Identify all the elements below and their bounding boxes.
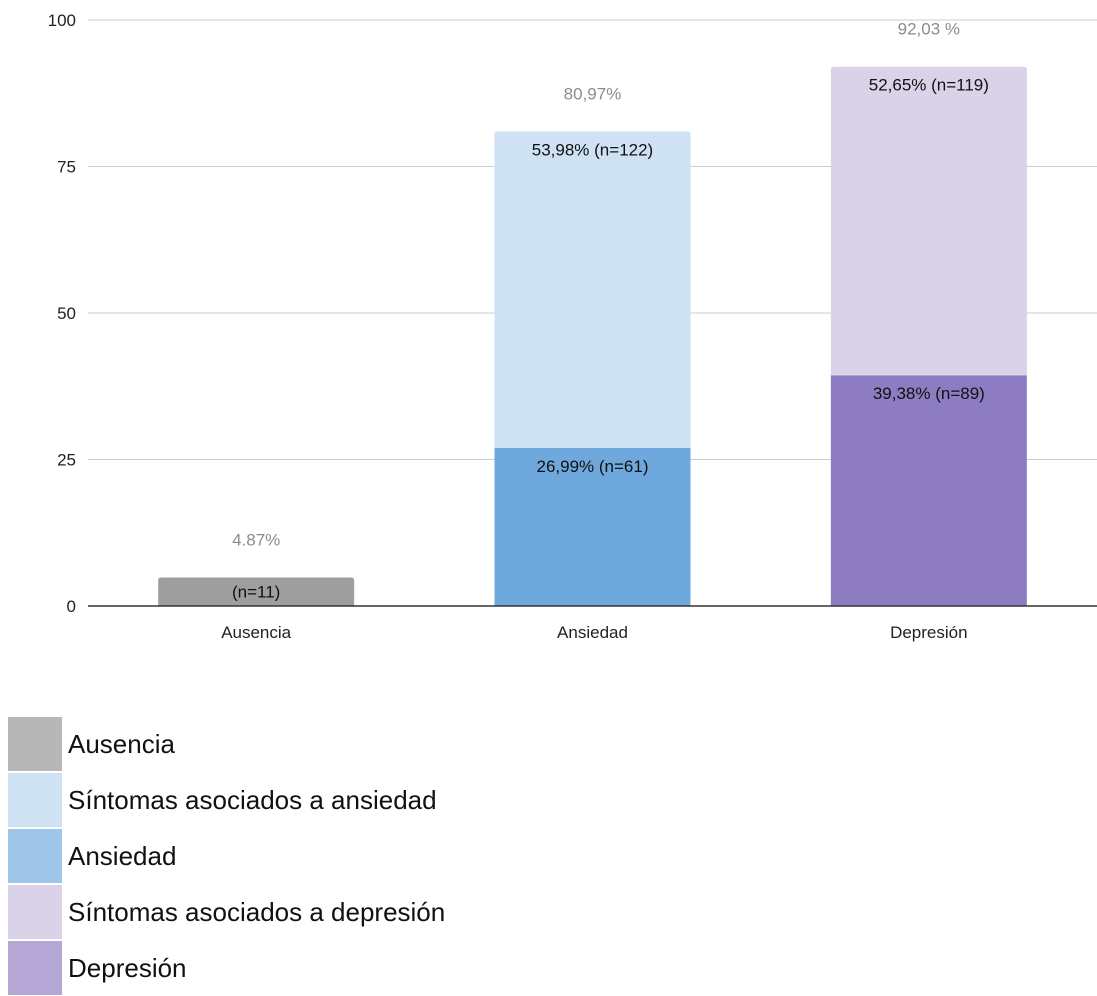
legend-swatch [8, 829, 62, 883]
bar-segment [158, 577, 355, 606]
legend-label: Ausencia [68, 728, 175, 759]
x-category-label: Ansiedad [557, 623, 628, 642]
legend-swatch [8, 941, 62, 995]
bar-segment [830, 375, 1027, 606]
bar-segment [830, 66, 1027, 376]
legend-label: Síntomas asociados a depresión [68, 896, 446, 927]
legend-item: Ausencia [8, 716, 445, 772]
stacked-bar-chart: 0 25 50 75 100 (n=11) 4.87% Ausencia 26,99% (n=6… [48, 11, 1097, 642]
y-tick-label: 100 [48, 11, 76, 30]
legend-swatch [8, 885, 62, 939]
legend-item: Síntomas asociados a ansiedad [8, 772, 445, 828]
legend-item: Depresión [8, 940, 445, 996]
segment-data-label: 53,98% (n=122) [532, 141, 653, 160]
y-tick-label: 50 [57, 304, 76, 323]
y-tick-label: 75 [57, 158, 76, 177]
legend-swatch [8, 773, 62, 827]
bar-total-label: 92,03 % [898, 20, 960, 39]
chart-legend: Ausencia Síntomas asociados a ansiedad Ans… [8, 716, 445, 996]
legend-item: Síntomas asociados a depresión [8, 884, 445, 940]
legend-label: Síntomas asociados a ansiedad [68, 784, 437, 815]
bar-total-label: 4.87% [232, 530, 280, 549]
segment-data-label: (n=11) [232, 582, 280, 601]
legend-swatch [8, 717, 62, 771]
legend-item: Ansiedad [8, 828, 445, 884]
bar-total-label: 80,97% [564, 85, 622, 104]
bar-segment [494, 131, 691, 448]
bar-segment [494, 447, 691, 606]
x-category-label: Ausencia [221, 623, 291, 642]
legend-label: Ansiedad [68, 840, 177, 871]
y-tick-label: 25 [57, 451, 76, 470]
x-category-label: Depresión [890, 623, 968, 642]
legend-label: Depresión [68, 952, 187, 983]
segment-data-label: 26,99% (n=61) [537, 457, 649, 476]
segment-data-label: 39,38% (n=89) [873, 384, 985, 403]
segment-data-label: 52,65% (n=119) [869, 76, 989, 95]
y-tick-label: 0 [67, 597, 76, 616]
